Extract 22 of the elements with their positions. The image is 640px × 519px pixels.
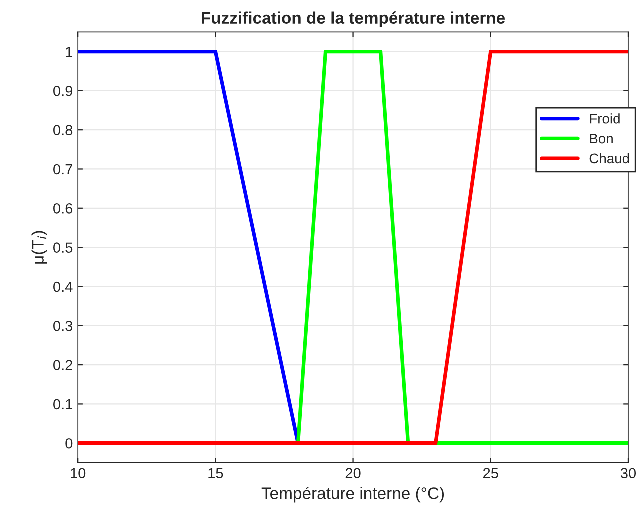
x-tick-label: 20 xyxy=(346,468,361,479)
y-tick-label: 0.7 xyxy=(54,164,72,175)
y-tick-label: 0.9 xyxy=(54,86,73,96)
y-tick-label: 1 xyxy=(66,47,73,58)
y-tick-label: 0.8 xyxy=(54,125,73,136)
y-tick-label: 0.1 xyxy=(54,399,73,410)
y-tick-label: 0 xyxy=(66,438,73,449)
legend-label: Froid xyxy=(590,114,620,124)
x-tick-label: 25 xyxy=(484,468,498,479)
x-tick-label: 15 xyxy=(208,468,224,479)
x-axis-title: Température interne (°C) xyxy=(262,486,444,503)
y-tick-label: 0.6 xyxy=(54,204,73,214)
y-axis-title: μ(T$_{i}$) xyxy=(32,231,48,264)
y-tick-label: 0.4 xyxy=(54,282,73,292)
y-tick-label: 0.5 xyxy=(54,242,73,253)
y-tick-label: 0.2 xyxy=(54,360,72,370)
x-tick-label: 10 xyxy=(71,468,86,479)
x-tick-label: 30 xyxy=(620,468,636,479)
legend-label: Chaud xyxy=(590,153,630,164)
chart-title: Fuzzification de la température interne xyxy=(202,12,506,28)
legend-label: Bon xyxy=(590,134,613,144)
y-tick-label: 0.3 xyxy=(54,320,73,332)
